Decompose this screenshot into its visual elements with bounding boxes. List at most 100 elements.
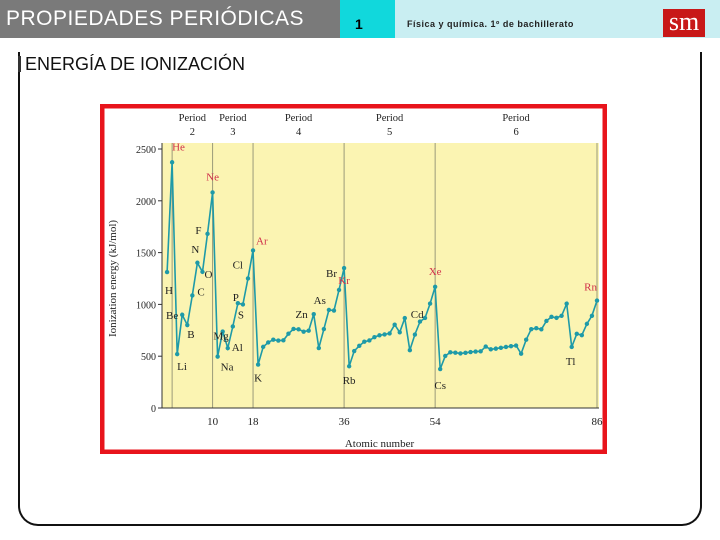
data-point — [286, 331, 291, 336]
plot-area — [162, 143, 599, 408]
data-point — [402, 315, 407, 321]
data-point — [210, 190, 215, 195]
period-number: 3 — [230, 127, 235, 138]
period-number: 6 — [513, 127, 518, 138]
x-tick-label: 86 — [592, 416, 604, 428]
data-point — [250, 248, 256, 253]
period-number: 4 — [296, 127, 302, 138]
data-point — [341, 265, 347, 271]
data-point — [544, 318, 549, 324]
element-label-br: Br — [326, 268, 337, 280]
element-label-rb: Rb — [343, 375, 356, 387]
element-label-h: H — [165, 285, 173, 297]
course-subtitle: Física y química. 1º de bachillerato — [395, 0, 655, 38]
data-point — [245, 276, 251, 281]
sm-logo: sm — [663, 9, 705, 37]
element-label-b: B — [187, 329, 194, 341]
data-point — [448, 350, 453, 355]
data-point — [518, 351, 524, 356]
data-point — [594, 298, 600, 303]
y-tick-label: 0 — [151, 404, 156, 415]
element-label-n: N — [191, 244, 199, 256]
y-axis-title: Ionization energy (kJ/mol) — [107, 220, 119, 337]
data-point — [180, 312, 185, 317]
data-point — [230, 324, 236, 329]
period-label: Period — [219, 113, 247, 124]
data-point — [240, 302, 246, 307]
element-label-be: Be — [166, 310, 178, 322]
data-point — [478, 349, 483, 354]
element-label-he: He — [172, 141, 185, 153]
x-axis-title: Atomic number — [345, 438, 415, 450]
period-label: Period — [285, 113, 313, 124]
data-point — [432, 284, 438, 289]
slide-frame — [18, 52, 702, 526]
data-point — [574, 331, 579, 337]
element-label-kr: Kr — [338, 275, 350, 287]
data-point — [529, 326, 534, 332]
data-point — [422, 315, 428, 321]
period-label: Period — [502, 113, 530, 124]
x-tick-label: 36 — [339, 416, 351, 428]
data-point — [372, 334, 377, 340]
data-point — [554, 315, 559, 321]
data-point — [473, 349, 478, 354]
section-title: ENERGÍA DE IONIZACIÓN — [25, 54, 246, 74]
data-point — [306, 328, 311, 333]
data-point — [336, 287, 342, 293]
data-point — [382, 332, 387, 337]
data-point — [458, 351, 463, 356]
element-label-na: Na — [221, 362, 234, 374]
element-label-rn: Rn — [584, 282, 597, 294]
data-point — [513, 343, 519, 348]
data-point — [301, 329, 306, 334]
element-label-p: P — [233, 292, 239, 304]
data-point — [453, 350, 458, 355]
data-point — [534, 326, 539, 331]
element-label-xe: Xe — [429, 266, 442, 278]
data-point — [276, 338, 281, 343]
data-point — [271, 337, 276, 342]
data-point — [569, 344, 574, 350]
data-point — [296, 327, 301, 332]
slide-number: 1 — [340, 0, 395, 38]
period-label: Period — [376, 113, 404, 124]
data-point — [579, 332, 585, 338]
period-label: Period — [179, 113, 207, 124]
ionization-chart: 0 500 1000 1500 2000 2500 10 18 36 54 86 Period 2 Per… — [99, 103, 608, 455]
data-point — [266, 340, 271, 345]
data-point — [316, 345, 322, 351]
data-point — [215, 354, 220, 359]
data-point — [377, 333, 382, 338]
data-point — [493, 346, 499, 351]
element-label-mg: Mg — [213, 331, 229, 343]
data-point — [367, 338, 372, 343]
element-label-cd: Cd — [411, 309, 424, 321]
y-tick-label: 1000 — [136, 300, 156, 311]
element-label-k: K — [254, 373, 262, 385]
data-point — [392, 322, 397, 327]
y-tick-label: 2000 — [136, 197, 156, 208]
data-point — [488, 347, 493, 352]
element-label-zn: Zn — [296, 309, 309, 321]
data-point — [443, 353, 448, 359]
data-point — [463, 350, 468, 355]
data-point — [169, 160, 175, 165]
data-point — [387, 331, 392, 336]
data-point — [291, 326, 296, 332]
data-point — [427, 301, 433, 306]
element-label-f: F — [195, 225, 201, 237]
data-point — [235, 300, 241, 306]
data-point — [205, 231, 210, 237]
element-label-o: O — [204, 269, 212, 281]
data-point — [468, 349, 473, 355]
y-tick-label: 500 — [141, 352, 156, 363]
data-point — [437, 366, 443, 372]
element-label-cs: Cs — [434, 380, 446, 392]
data-point — [225, 345, 230, 351]
element-label-s: S — [238, 309, 244, 321]
element-label-al: Al — [232, 342, 243, 354]
data-point — [346, 364, 352, 369]
data-point — [195, 260, 200, 265]
data-point — [352, 348, 357, 354]
